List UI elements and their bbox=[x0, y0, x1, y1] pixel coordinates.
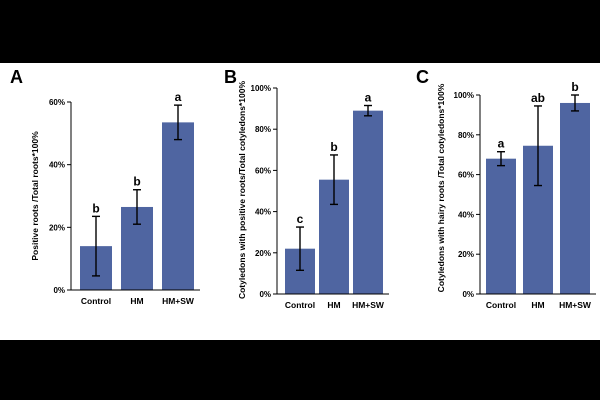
significance-label-b-1: c bbox=[297, 212, 304, 226]
y-axis-title-a: Positive roots /Total roots*100% bbox=[30, 131, 40, 261]
y-tick-label-c-2: 20% bbox=[458, 250, 474, 259]
y-tick-label-c-1: 0% bbox=[462, 290, 474, 299]
category-label-b-2: HM bbox=[327, 300, 340, 310]
category-label-a-1: Control bbox=[81, 296, 111, 306]
category-label-b-3: HM+SW bbox=[352, 300, 385, 310]
category-label-c-1: Control bbox=[486, 300, 516, 310]
significance-label-c-1: a bbox=[498, 137, 505, 151]
category-label-c-2: HM bbox=[531, 300, 544, 310]
significance-label-b-3: a bbox=[365, 91, 372, 105]
category-label-c-3: HM+SW bbox=[559, 300, 592, 310]
bar-a-3 bbox=[162, 122, 194, 290]
bar-c-1 bbox=[486, 158, 516, 294]
y-tick-label-b-6: 100% bbox=[251, 84, 271, 93]
panel-letter-c: C bbox=[416, 67, 429, 87]
significance-label-c-2: ab bbox=[531, 91, 545, 105]
panel-letter-b: B bbox=[224, 67, 237, 87]
panel-letter-a: A bbox=[10, 67, 23, 87]
bottom-black-band bbox=[0, 340, 600, 400]
y-tick-label-c-4: 60% bbox=[458, 171, 474, 180]
significance-label-a-2: b bbox=[133, 175, 140, 189]
category-label-b-1: Control bbox=[285, 300, 315, 310]
category-label-a-2: HM bbox=[130, 296, 143, 306]
y-tick-label-b-3: 40% bbox=[255, 208, 271, 217]
y-axis-title-c: Cotyledons with hairy roots /Total cotyl… bbox=[436, 83, 446, 292]
y-tick-label-b-4: 60% bbox=[255, 166, 271, 175]
y-tick-label-a-4: 60% bbox=[49, 98, 65, 107]
significance-label-b-2: b bbox=[330, 140, 337, 154]
y-tick-label-a-3: 40% bbox=[49, 161, 65, 170]
y-tick-label-c-3: 40% bbox=[458, 210, 474, 219]
y-tick-label-b-2: 20% bbox=[255, 249, 271, 258]
significance-label-a-1: b bbox=[92, 201, 99, 215]
bar-b-3 bbox=[353, 110, 383, 294]
y-tick-label-b-1: 0% bbox=[259, 290, 271, 299]
y-tick-label-b-5: 80% bbox=[255, 125, 271, 134]
y-axis-title-b: Cotyledons with positive roots/Total cot… bbox=[237, 81, 247, 299]
significance-label-c-3: b bbox=[571, 80, 578, 94]
category-label-a-3: HM+SW bbox=[162, 296, 195, 306]
y-tick-label-c-5: 80% bbox=[458, 131, 474, 140]
significance-label-a-3: a bbox=[175, 90, 182, 104]
y-tick-label-a-1: 0% bbox=[53, 286, 65, 295]
top-black-band bbox=[0, 0, 600, 63]
y-tick-label-a-2: 20% bbox=[49, 223, 65, 232]
bar-c-3 bbox=[560, 102, 590, 295]
y-tick-label-c-6: 100% bbox=[454, 91, 474, 100]
